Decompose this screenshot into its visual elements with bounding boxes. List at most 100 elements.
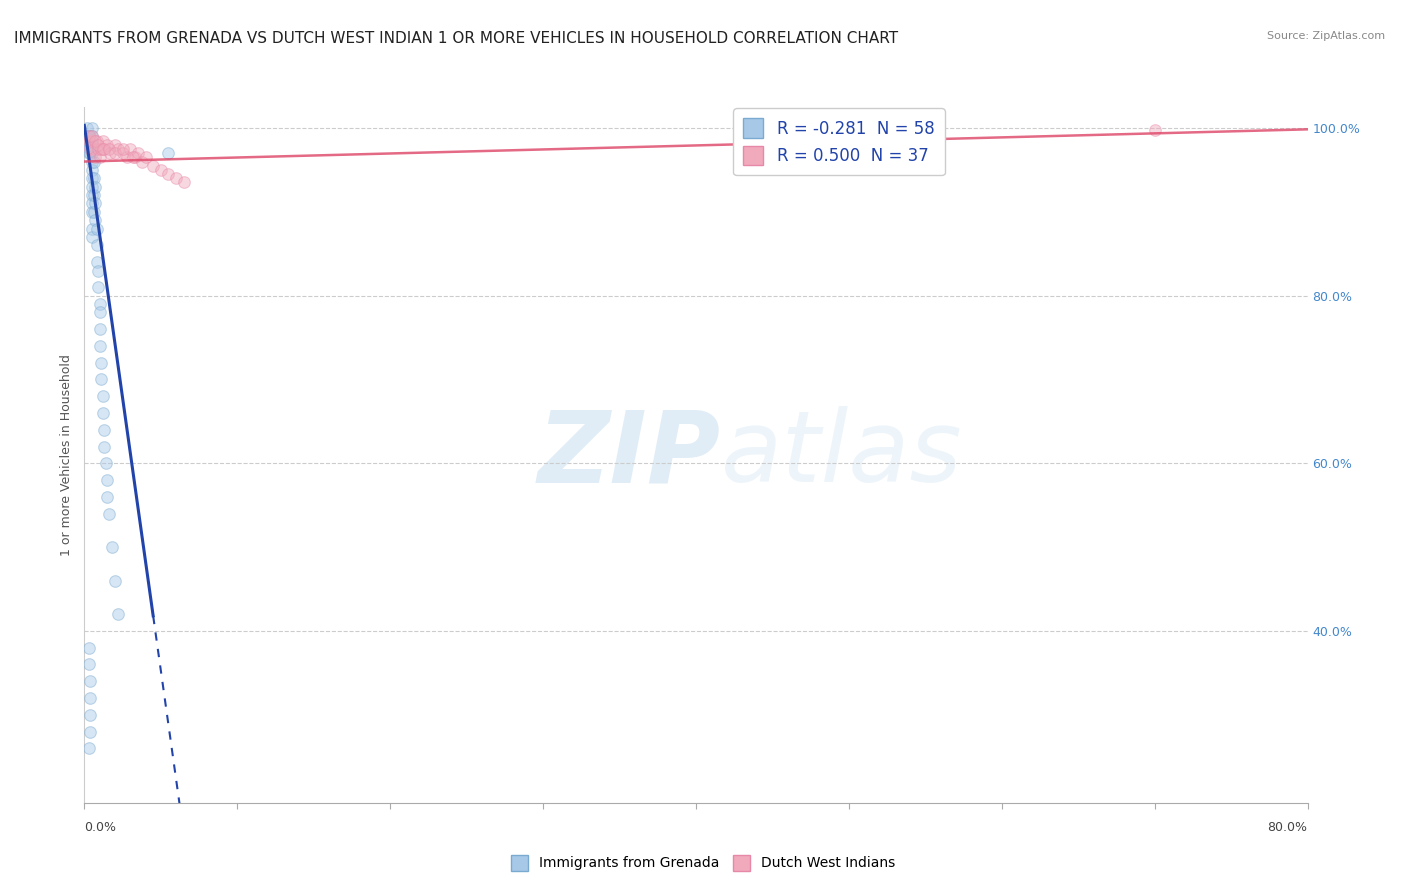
Point [87, 137, 110, 152]
Point [122, 150, 145, 164]
Y-axis label: 1 or more Vehicles in Household: 1 or more Vehicles in Household [60, 354, 73, 556]
Point [77, 640, 100, 655]
Point [90, 356, 112, 370]
Point [80, 146, 103, 161]
Point [79, 146, 101, 161]
Point [79, 129, 101, 144]
Point [77, 137, 100, 152]
Point [84, 196, 107, 211]
Point [157, 146, 180, 161]
Point [120, 142, 142, 156]
Point [149, 162, 172, 177]
Point [124, 150, 146, 164]
Point [83, 142, 105, 156]
Point [104, 137, 127, 152]
Point [79, 707, 101, 722]
Point [135, 150, 157, 164]
Point [94, 456, 117, 470]
Point [80, 134, 103, 148]
Point [131, 154, 153, 169]
Point [1143, 122, 1166, 136]
Point [80, 179, 103, 194]
Point [77, 129, 100, 144]
Point [101, 540, 124, 554]
Point [107, 142, 129, 156]
Point [84, 213, 107, 227]
Text: IMMIGRANTS FROM GRENADA VS DUTCH WEST INDIAN 1 OR MORE VEHICLES IN HOUSEHOLD COR: IMMIGRANTS FROM GRENADA VS DUTCH WEST IN… [14, 31, 898, 46]
Point [115, 150, 138, 164]
Point [89, 322, 111, 336]
Point [83, 171, 105, 186]
Text: ZIP: ZIP [537, 407, 720, 503]
Point [96, 473, 118, 487]
Point [97, 507, 120, 521]
Point [93, 142, 115, 156]
Point [98, 146, 121, 161]
Text: 80.0%: 80.0% [1268, 822, 1308, 834]
Point [83, 154, 105, 169]
Point [173, 176, 195, 190]
Point [80, 221, 103, 235]
Point [80, 230, 103, 244]
Point [87, 280, 110, 294]
Point [87, 263, 110, 277]
Point [89, 150, 111, 164]
Point [90, 142, 112, 156]
Point [77, 134, 100, 148]
Point [86, 255, 108, 269]
Point [111, 142, 134, 156]
Point [89, 305, 111, 319]
Point [86, 134, 108, 148]
Point [93, 440, 115, 454]
Point [83, 204, 105, 219]
Point [91, 142, 114, 156]
Point [96, 137, 118, 152]
Point [104, 146, 127, 161]
Point [89, 297, 111, 311]
Point [79, 674, 101, 689]
Point [77, 741, 100, 756]
Point [86, 238, 108, 252]
Point [76, 120, 98, 135]
Point [97, 142, 120, 156]
Point [84, 179, 107, 194]
Point [83, 188, 105, 202]
Point [91, 389, 114, 403]
Point [79, 137, 101, 152]
Point [80, 120, 103, 135]
Point [111, 146, 134, 161]
Point [80, 196, 103, 211]
Point [80, 162, 103, 177]
Point [165, 171, 187, 186]
Point [104, 574, 127, 588]
Point [80, 129, 103, 144]
Point [157, 167, 180, 181]
Point [93, 423, 115, 437]
Point [79, 691, 101, 706]
Point [127, 146, 149, 161]
Legend: Immigrants from Grenada, Dutch West Indians: Immigrants from Grenada, Dutch West Indi… [505, 849, 901, 876]
Point [84, 150, 107, 164]
Point [77, 657, 100, 672]
Legend: R = -0.281  N = 58, R = 0.500  N = 37: R = -0.281 N = 58, R = 0.500 N = 37 [734, 109, 945, 175]
Point [84, 134, 107, 148]
Point [91, 134, 114, 148]
Point [91, 406, 114, 420]
Point [96, 490, 118, 504]
Point [80, 129, 103, 144]
Point [80, 154, 103, 169]
Point [107, 607, 129, 622]
Point [80, 188, 103, 202]
Text: Source: ZipAtlas.com: Source: ZipAtlas.com [1267, 31, 1385, 41]
Point [79, 724, 101, 739]
Point [77, 146, 100, 161]
Point [142, 159, 165, 173]
Point [89, 339, 111, 353]
Point [76, 129, 98, 144]
Point [80, 137, 103, 152]
Point [77, 129, 100, 144]
Point [90, 372, 112, 386]
Text: atlas: atlas [720, 407, 962, 503]
Point [87, 142, 110, 156]
Point [86, 221, 108, 235]
